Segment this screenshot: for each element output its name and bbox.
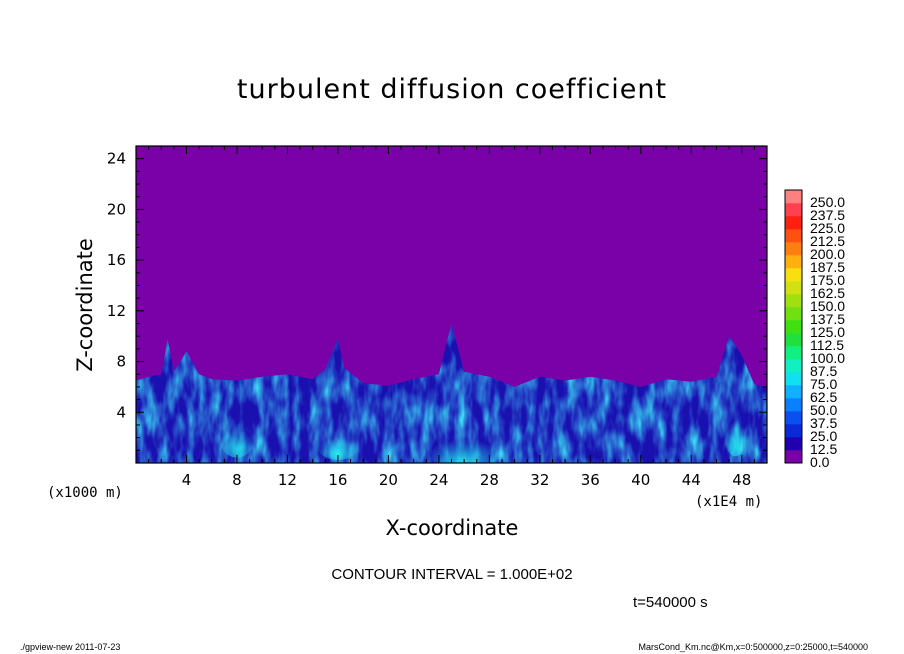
colorbar-label: 0.0 (810, 454, 830, 470)
colorbar-swatch (785, 385, 802, 399)
colorbar-swatch (785, 437, 802, 451)
colorbar-label: 112.5 (810, 337, 844, 353)
x-axis-label: X-coordinate (386, 516, 519, 540)
colorbar-swatch (785, 333, 802, 347)
x-tick-label: 4 (182, 471, 192, 489)
y-tick-label: 12 (107, 302, 126, 320)
turbulent-hotspot (218, 417, 255, 458)
x-tick-label: 20 (379, 471, 398, 489)
colorbar-label: 87.5 (810, 363, 837, 379)
turbulent-hotspot (723, 406, 748, 457)
y-tick-label: 20 (107, 200, 126, 218)
turbulent-hotspot (424, 425, 505, 463)
contour-interval: CONTOUR INTERVAL = 1.000E+02 (331, 566, 573, 583)
x-tick-label: 40 (631, 471, 650, 489)
y-axis-label: Z-coordinate (73, 238, 97, 372)
colorbar-label: 12.5 (810, 441, 837, 457)
y-tick-label: 16 (107, 251, 126, 269)
colorbar-label: 25.0 (810, 428, 837, 444)
colorbar-swatch (785, 372, 802, 386)
chart-title: turbulent diffusion coefficient (236, 74, 668, 105)
colorbar-swatch (785, 346, 802, 360)
colorbar-swatch (785, 450, 802, 464)
x-tick-label: 8 (232, 471, 242, 489)
colorbar-label: 62.5 (810, 389, 837, 405)
colorbar-swatch (785, 411, 802, 425)
colorbar-label: 100.0 (810, 350, 845, 366)
y-tick-label: 8 (116, 353, 126, 371)
colorbar-label: 50.0 (810, 402, 837, 418)
colorbar-frame (784, 189, 803, 464)
x-tick-label: 36 (581, 471, 600, 489)
colorbar-swatch (785, 307, 802, 321)
colorbar-label: 162.5 (810, 285, 845, 301)
colorbar-swatch (785, 359, 802, 373)
x-unit-note: (x1000 m) (47, 485, 123, 501)
colorbar-swatch (785, 398, 802, 412)
colorbar-swatch (785, 424, 802, 438)
plot-area (136, 146, 767, 463)
colorbar-label: 150.0 (810, 298, 845, 314)
colorbar-label: 125.0 (810, 324, 845, 340)
turbulent-hotspot (315, 427, 360, 460)
colorbar-label: 250.0 (810, 194, 845, 210)
turbulent-layer (136, 323, 767, 463)
colorbar-label: 37.5 (810, 415, 837, 431)
y-tick-label: 24 (107, 150, 126, 168)
turbulent-layer-texture (136, 323, 767, 463)
colorbar-label: 75.0 (810, 376, 837, 392)
footer-program: ./gpview-new 2011-07-23 (20, 642, 121, 652)
x-tick-label: 12 (278, 471, 297, 489)
colorbar-label: 187.5 (810, 259, 845, 275)
y-tick-label: 4 (116, 403, 126, 421)
colorbar-swatch (785, 294, 802, 308)
colorbar: 0.012.525.037.550.062.575.087.5100.0112.… (784, 189, 845, 470)
x-tick-label: 24 (429, 471, 448, 489)
colorbar-label: 200.0 (810, 246, 845, 262)
colorbar-swatch (785, 203, 802, 217)
x-tick-label: 28 (480, 471, 499, 489)
colorbar-label: 237.5 (810, 207, 845, 223)
x-tick-label: 48 (732, 471, 751, 489)
colorbar-label: 225.0 (810, 220, 845, 236)
x-tick-label: 32 (530, 471, 549, 489)
colorbar-swatch (785, 242, 802, 256)
footer-source: MarsCond_Km.nc@Km,x=0:500000,z=0:25000,t… (638, 642, 868, 652)
x-scale-note: (x1E4 m) (695, 494, 762, 510)
colorbar-swatch (785, 190, 802, 204)
colorbar-swatch (785, 268, 802, 282)
colorbar-swatch (785, 255, 802, 269)
colorbar-label: 137.5 (810, 311, 845, 327)
colorbar-swatch (785, 281, 802, 295)
colorbar-label: 175.0 (810, 272, 845, 288)
x-tick-label: 44 (682, 471, 701, 489)
colorbar-swatch (785, 229, 802, 243)
x-tick-label: 16 (328, 471, 347, 489)
colorbar-swatch (785, 216, 802, 230)
colorbar-label: 212.5 (810, 233, 845, 249)
time-label: t=540000 s (633, 594, 708, 611)
colorbar-swatch (785, 320, 802, 334)
